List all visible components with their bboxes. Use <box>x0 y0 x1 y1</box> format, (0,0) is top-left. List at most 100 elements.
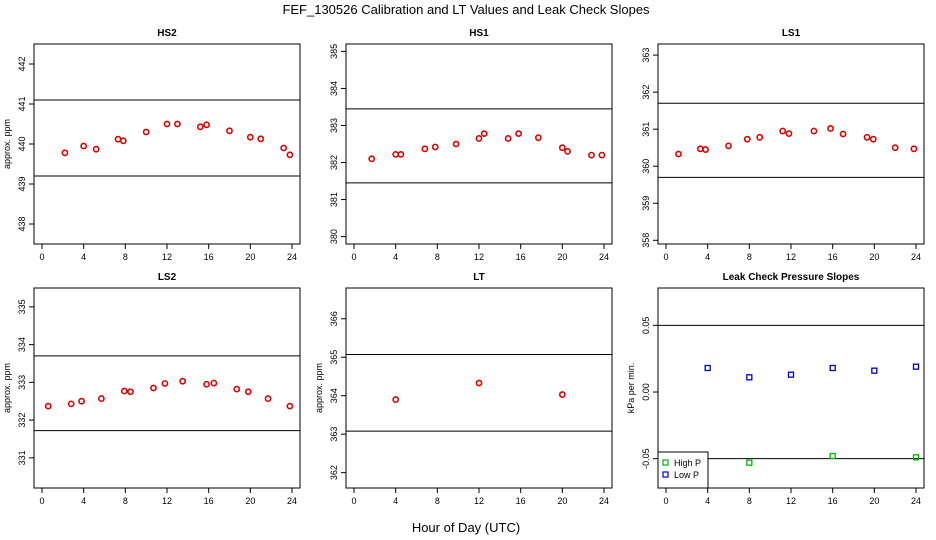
figure-title: FEF_130526 Calibration and LT Values and… <box>282 2 650 17</box>
data-point <box>392 396 400 403</box>
y-tick-label: 360 <box>641 159 651 174</box>
x-tick-label: 4 <box>705 496 710 506</box>
x-tick-label: 16 <box>828 252 838 262</box>
data-point <box>163 120 171 128</box>
data-point <box>179 377 187 385</box>
data-point <box>558 391 566 398</box>
x-tick-label: 24 <box>287 252 297 262</box>
x-tick-label: 20 <box>557 252 567 262</box>
data-point <box>588 151 595 159</box>
panel-1: HS1 0 4 8 12 16 20 24 380 381 382 383 384 385 <box>329 28 613 262</box>
data-point <box>431 143 439 151</box>
x-tick-label: 24 <box>911 252 921 262</box>
y-tick-label: 363 <box>641 48 651 63</box>
data-point <box>233 385 241 393</box>
x-tick-label: 16 <box>516 496 526 506</box>
y-tick-label: 332 <box>17 413 27 428</box>
data-point <box>80 142 88 150</box>
legend-marker <box>662 459 669 466</box>
y-tick-label: 439 <box>17 176 27 191</box>
plot-frame <box>345 43 613 245</box>
y-tick-label: 442 <box>17 56 27 71</box>
y-axis-label: kPa per min. <box>626 363 636 414</box>
data-point <box>196 123 204 131</box>
x-tick-label: 24 <box>599 496 609 506</box>
data-point <box>810 127 818 135</box>
data-point <box>368 155 376 163</box>
x-tick-label: 24 <box>287 496 297 506</box>
y-tick-label: 334 <box>17 337 27 352</box>
y-tick-label: 384 <box>329 81 339 96</box>
data-point <box>203 380 210 388</box>
x-tick-label: 8 <box>435 496 440 506</box>
data-point <box>912 363 920 370</box>
x-tick-label: 4 <box>393 496 398 506</box>
data-point <box>743 135 751 143</box>
y-tick-label: -0.05 <box>641 448 651 469</box>
y-tick-label: 331 <box>17 450 27 465</box>
panel-title: HS1 <box>469 28 489 39</box>
data-point <box>869 135 877 143</box>
data-point <box>504 135 512 142</box>
y-tick-label: 361 <box>641 122 651 137</box>
y-tick-label: 359 <box>641 196 651 211</box>
y-axis-label: approx. ppm <box>314 363 324 413</box>
panel-0: HS2 0 4 8 12 16 20 24 438 439 440 441 442 approx. ppm <box>2 28 301 262</box>
data-point <box>244 388 252 396</box>
x-tick-label: 12 <box>786 496 796 506</box>
data-point <box>61 149 69 157</box>
data-point <box>910 145 918 153</box>
panel-title: LS1 <box>782 28 801 39</box>
data-point <box>863 133 871 141</box>
data-point <box>280 144 288 152</box>
y-tick-label: 383 <box>329 118 339 133</box>
x-tick-label: 12 <box>162 252 172 262</box>
x-tick-label: 8 <box>747 496 752 506</box>
x-tick-label: 20 <box>869 496 879 506</box>
data-point <box>161 380 169 387</box>
data-point <box>210 379 218 387</box>
x-tick-label: 4 <box>393 252 398 262</box>
legend-label: High P <box>674 458 701 468</box>
y-tick-label: 441 <box>17 96 27 111</box>
data-point <box>891 144 899 152</box>
x-tick-label: 0 <box>663 496 668 506</box>
data-point <box>515 130 522 138</box>
data-point <box>787 371 795 378</box>
x-tick-label: 20 <box>557 496 567 506</box>
data-point <box>827 125 834 132</box>
y-tick-label: 333 <box>17 375 27 390</box>
panel-3: LS2 0 4 8 12 16 20 24 331 332 333 334 335 approx. ppm <box>2 272 301 506</box>
y-tick-label: 0.00 <box>641 383 651 401</box>
x-tick-label: 0 <box>351 496 356 506</box>
data-point <box>97 395 105 402</box>
x-tick-label: 8 <box>123 252 128 262</box>
x-tick-label: 16 <box>204 496 214 506</box>
legend-marker <box>662 471 669 478</box>
data-point <box>286 402 294 410</box>
x-tick-label: 16 <box>828 496 838 506</box>
data-point <box>785 130 793 138</box>
data-point <box>142 128 150 136</box>
y-tick-label: 438 <box>17 216 27 231</box>
data-point <box>675 150 682 158</box>
data-point <box>174 120 181 128</box>
panel-title: LS2 <box>158 272 177 283</box>
y-tick-label: 364 <box>329 388 339 403</box>
x-tick-label: 4 <box>81 252 86 262</box>
x-tick-label: 12 <box>474 496 484 506</box>
data-point <box>725 142 732 150</box>
x-tick-label: 16 <box>204 252 214 262</box>
x-tick-label: 0 <box>663 252 668 262</box>
y-tick-label: 335 <box>17 299 27 314</box>
y-tick-label: 0.05 <box>641 317 651 335</box>
y-tick-label: 365 <box>329 350 339 365</box>
data-point <box>421 145 429 153</box>
data-point <box>150 384 157 392</box>
x-tick-label: 20 <box>245 496 255 506</box>
plot-frame <box>345 287 613 489</box>
data-point <box>702 146 709 153</box>
x-tick-label: 24 <box>911 496 921 506</box>
y-tick-label: 362 <box>329 465 339 480</box>
legend-label: Low P <box>674 470 699 480</box>
